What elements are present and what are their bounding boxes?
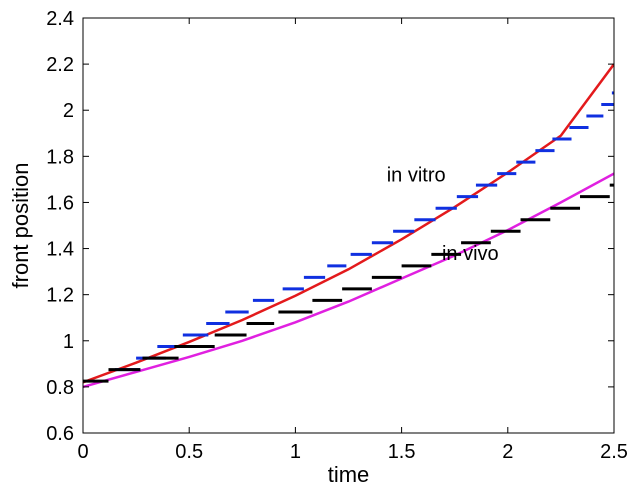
x-tick-label: 0: [77, 441, 88, 463]
x-axis-label: time: [328, 462, 370, 487]
x-tick-label: 1: [290, 441, 301, 463]
series-line-0: [83, 63, 614, 384]
plot-series: [83, 63, 614, 389]
plot-frame: [82, 17, 615, 434]
x-tick-label: 2: [502, 441, 513, 463]
tick-marks: [82, 17, 615, 434]
tick-labels: 0 0.5 1 1.5 2 2.5 0.6 0.8 1 1.2 1.4 1.6 1.8 2 2.2 2.4: [46, 8, 628, 463]
y-axis-label: front position: [8, 163, 33, 289]
y-tick-label: 1.6: [46, 192, 74, 214]
y-tick-label: 2.4: [46, 8, 74, 30]
y-tick-label: 2.2: [46, 54, 74, 76]
y-tick-label: 0.6: [46, 423, 74, 445]
annotation-label-0: in vitro: [387, 165, 446, 187]
annotations: in vitro in vivo: [387, 165, 499, 265]
y-tick-label: 0.8: [46, 377, 74, 399]
y-tick-label: 1.2: [46, 285, 74, 307]
x-tick-label: 2.5: [600, 441, 628, 463]
plot-axes: [82, 17, 615, 434]
y-tick-label: 1: [63, 331, 74, 353]
x-tick-label: 0.5: [175, 441, 203, 463]
annotation-label-1: in vivo: [442, 243, 499, 265]
y-tick-label: 1.8: [46, 146, 74, 168]
series-line-1: [83, 172, 614, 389]
y-tick-label: 1.4: [46, 239, 74, 261]
x-tick-label: 1.5: [388, 441, 416, 463]
y-tick-label: 2: [63, 100, 74, 122]
